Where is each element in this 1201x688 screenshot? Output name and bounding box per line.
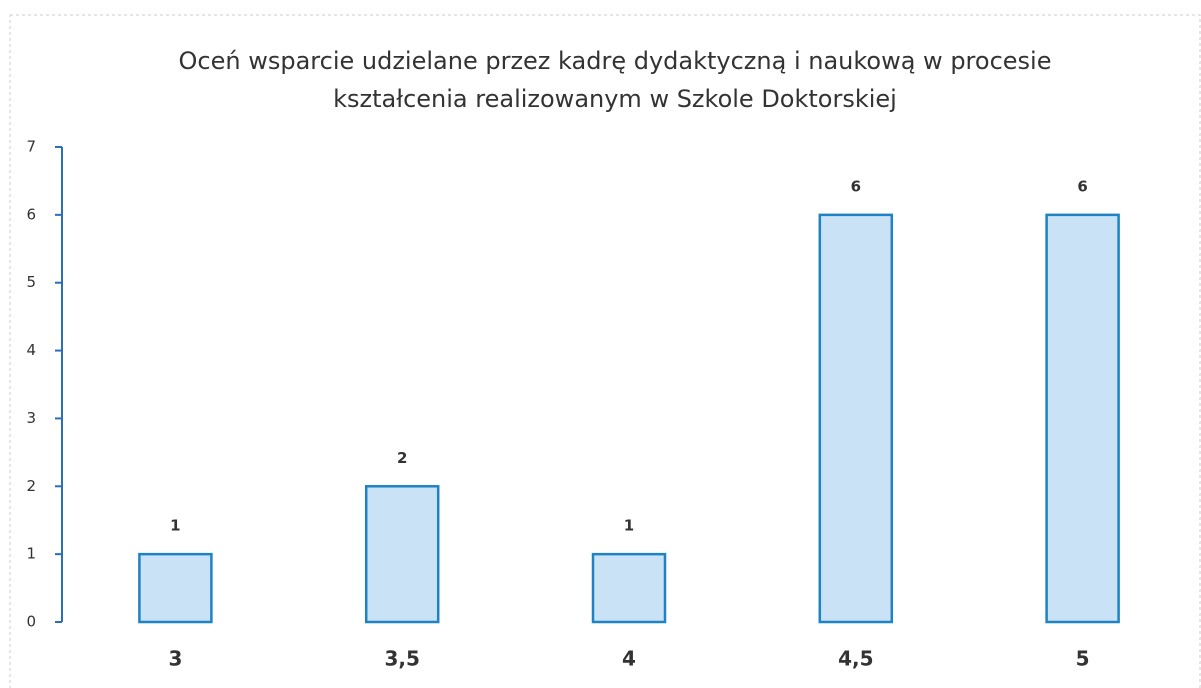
y-tick-label: 1 bbox=[26, 545, 36, 563]
x-tick-label: 4,5 bbox=[838, 647, 873, 671]
data-label: 1 bbox=[170, 517, 180, 535]
y-tick-label: 5 bbox=[26, 273, 36, 291]
y-tick-label: 4 bbox=[26, 341, 36, 359]
bar bbox=[818, 213, 894, 624]
chart-border bbox=[9, 14, 1201, 688]
data-label: 1 bbox=[624, 517, 634, 535]
y-tick-label: 7 bbox=[26, 138, 36, 156]
y-tick-label: 0 bbox=[26, 613, 36, 631]
bar bbox=[591, 552, 667, 624]
y-tick-label: 2 bbox=[26, 477, 36, 495]
data-label: 2 bbox=[397, 449, 407, 467]
x-tick-label: 3 bbox=[168, 647, 182, 671]
x-tick-label: 5 bbox=[1076, 647, 1090, 671]
bar bbox=[1045, 213, 1120, 624]
bar bbox=[364, 485, 440, 624]
x-tick-label: 4 bbox=[622, 647, 636, 671]
y-tick-label: 3 bbox=[26, 409, 36, 427]
chart-title: kształcenia realizowanym w Szkole Doktor… bbox=[333, 85, 897, 113]
data-label: 6 bbox=[851, 177, 861, 195]
data-label: 6 bbox=[1077, 177, 1087, 195]
x-tick-label: 3,5 bbox=[384, 647, 419, 671]
y-tick-label: 6 bbox=[26, 205, 36, 223]
chart-title: Oceń wsparcie udzielane przez kadrę dyda… bbox=[179, 47, 1052, 75]
bar bbox=[138, 552, 213, 624]
